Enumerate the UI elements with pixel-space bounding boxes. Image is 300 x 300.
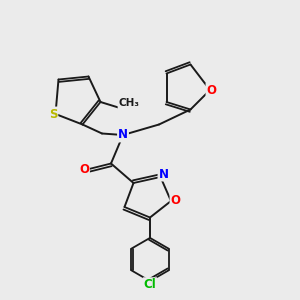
Text: O: O <box>79 163 89 176</box>
Text: Cl: Cl <box>144 278 156 291</box>
Text: S: S <box>49 107 57 121</box>
Text: N: N <box>118 128 128 142</box>
Text: O: O <box>206 83 217 97</box>
Text: N: N <box>158 167 169 181</box>
Text: O: O <box>170 194 181 208</box>
Text: CH₃: CH₃ <box>118 98 140 109</box>
